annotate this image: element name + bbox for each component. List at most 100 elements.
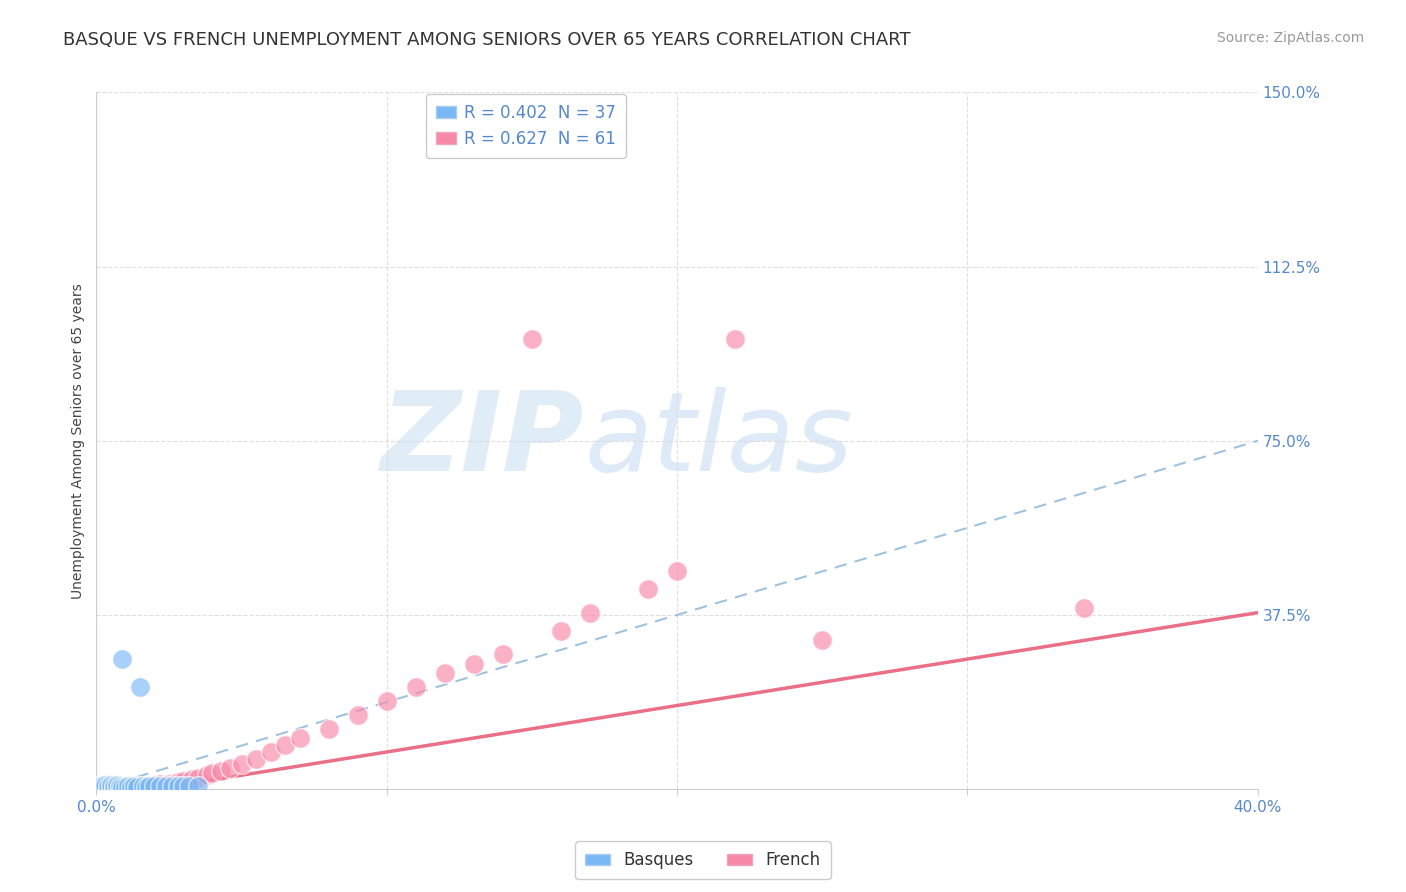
Point (97, 780, 120, 794)
Point (120, 780, 142, 794)
Point (201, 765, 224, 780)
Point (97, 780, 120, 795)
Point (94, 781, 117, 796)
Point (375, 694, 398, 708)
Point (114, 780, 136, 795)
Point (166, 775, 188, 789)
Point (89, 781, 111, 796)
Point (132, 780, 155, 794)
Point (187, 779, 209, 793)
Point (108, 779, 131, 793)
Point (433, 665, 456, 680)
Point (94, 781, 117, 796)
Point (245, 752, 267, 766)
Legend: R = 0.402  N = 37, R = 0.627  N = 61: R = 0.402 N = 37, R = 0.627 N = 61 (426, 94, 626, 158)
Point (520, 332, 543, 346)
Point (666, 564, 689, 578)
Point (108, 780, 131, 795)
Point (172, 773, 194, 788)
Point (259, 745, 281, 759)
Point (111, 780, 134, 795)
Point (91, 780, 114, 795)
Point (125, 779, 148, 793)
Point (1073, 601, 1095, 615)
Point (105, 780, 128, 795)
Point (105, 779, 128, 793)
Point (179, 780, 201, 794)
Point (94, 779, 117, 793)
Point (405, 680, 427, 694)
Point (724, 332, 747, 346)
Point (157, 776, 180, 790)
Point (94, 780, 117, 794)
Point (91, 779, 114, 793)
Point (100, 779, 122, 793)
Point (100, 780, 122, 794)
Point (97, 780, 120, 795)
Point (138, 779, 160, 793)
Point (91, 780, 114, 795)
Point (94, 780, 117, 794)
Point (160, 779, 183, 793)
Point (97, 780, 120, 794)
Point (143, 780, 166, 794)
Point (129, 680, 152, 694)
Point (122, 780, 145, 795)
Point (105, 780, 128, 794)
Point (637, 582, 659, 597)
Point (108, 780, 131, 794)
Text: atlas: atlas (583, 387, 853, 494)
Point (288, 731, 311, 745)
Legend: Basques, French: Basques, French (575, 841, 831, 880)
Point (274, 738, 297, 752)
Point (105, 780, 128, 795)
Point (89, 780, 111, 794)
Text: ZIP: ZIP (381, 387, 583, 494)
Point (89, 780, 111, 795)
Point (89, 780, 111, 795)
Point (100, 780, 122, 795)
Point (108, 780, 131, 795)
Point (143, 779, 166, 793)
Point (103, 780, 125, 795)
Point (149, 777, 172, 791)
Point (463, 657, 485, 671)
Text: BASQUE VS FRENCH UNEMPLOYMENT AMONG SENIORS OVER 65 YEARS CORRELATION CHART: BASQUE VS FRENCH UNEMPLOYMENT AMONG SENI… (63, 31, 911, 49)
Point (114, 780, 136, 794)
Point (166, 780, 188, 794)
Point (195, 768, 218, 782)
Point (231, 756, 253, 771)
Point (100, 781, 122, 796)
Point (135, 780, 157, 794)
Point (111, 780, 134, 795)
Point (579, 606, 602, 620)
Point (149, 779, 172, 793)
Point (91, 780, 114, 794)
Point (103, 779, 125, 793)
Point (89, 779, 111, 793)
Point (114, 779, 136, 793)
Point (125, 780, 148, 794)
Point (122, 779, 145, 793)
Point (181, 772, 204, 786)
Point (811, 633, 834, 648)
Point (172, 779, 194, 793)
Y-axis label: Unemployment Among Seniors over 65 years: Unemployment Among Seniors over 65 years (72, 283, 86, 599)
Point (117, 780, 139, 795)
Point (135, 780, 157, 794)
Point (155, 780, 177, 794)
Point (492, 648, 515, 662)
Point (209, 764, 232, 778)
Point (103, 779, 125, 793)
Point (550, 624, 572, 639)
Point (346, 707, 368, 722)
Point (219, 761, 242, 775)
Text: Source: ZipAtlas.com: Source: ZipAtlas.com (1216, 31, 1364, 45)
Point (187, 771, 209, 785)
Point (111, 652, 134, 666)
Point (94, 779, 117, 793)
Point (89, 781, 111, 796)
Point (132, 779, 155, 793)
Point (318, 722, 340, 736)
Point (120, 780, 142, 795)
